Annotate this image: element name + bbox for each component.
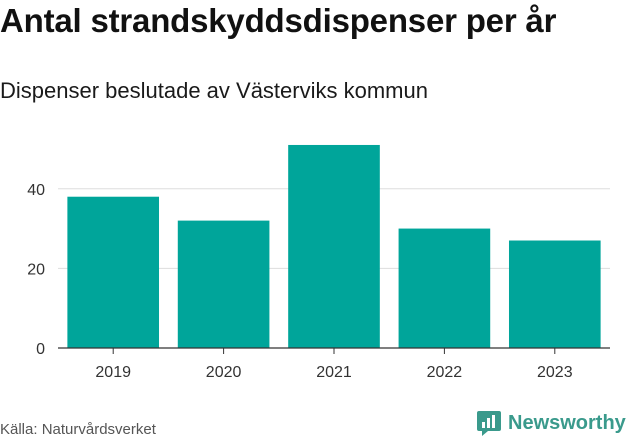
source-note: Källa: Naturvårdsverket: [0, 421, 156, 438]
brand-logo: Newsworthy: [476, 409, 626, 437]
y-tick-label: 20: [27, 261, 45, 278]
bars: [67, 144, 601, 348]
bar-2020: [177, 220, 270, 348]
bar-2019: [67, 196, 160, 348]
x-tick-label: 2023: [537, 364, 573, 381]
x-tick-label: 2020: [206, 364, 242, 381]
chart-subtitle: Dispenser beslutade av Västerviks kommun: [0, 78, 428, 103]
x-tick-label: 2021: [316, 364, 352, 381]
chart-title: Antal strandskyddsdispenser per år: [0, 2, 557, 39]
bar-2022: [398, 228, 491, 348]
newsworthy-logo-icon: [477, 411, 501, 436]
axes: 0 20 40 2019 2020 2021 2022 2023: [27, 182, 610, 381]
bar-2021: [288, 144, 380, 348]
y-tick-label: 0: [36, 341, 45, 358]
x-tick-label: 2019: [95, 364, 131, 381]
x-tick-label: 2022: [427, 364, 463, 381]
bar-2023: [508, 240, 601, 348]
brand-label: Newsworthy: [508, 411, 626, 434]
y-tick-label: 40: [27, 182, 45, 199]
